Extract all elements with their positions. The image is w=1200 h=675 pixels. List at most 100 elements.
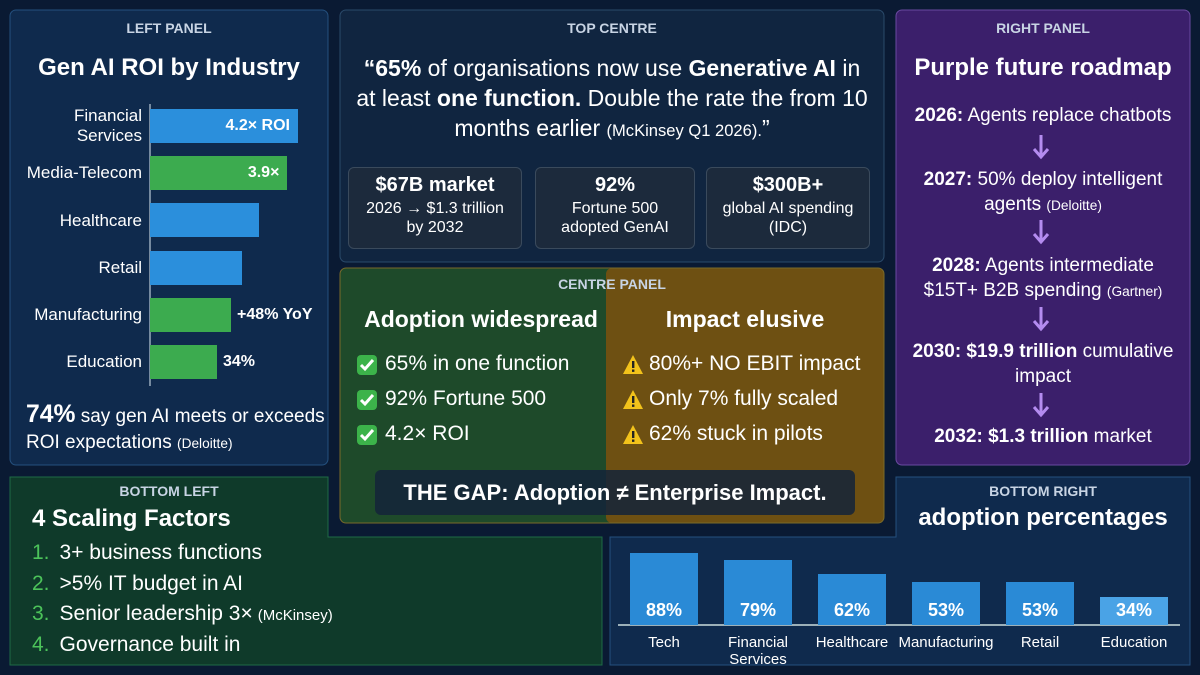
category-label: Healthcare: [59, 210, 142, 230]
scaling-title: 4 Scaling Factors: [32, 505, 231, 532]
column-heading: Impact elusive: [665, 306, 825, 332]
text-segment: 2027:: [923, 169, 973, 190]
bar: [150, 156, 288, 191]
panel-label: CENTRE PANEL: [558, 276, 666, 292]
text-segment: one function.: [436, 84, 582, 111]
category-label: Financial Services: [73, 106, 142, 145]
check-icon: [357, 390, 377, 410]
bar: [630, 553, 698, 625]
bar-label: 4.2× ROI: [225, 117, 290, 134]
value-label: 53%: [1021, 600, 1059, 620]
category-label: Media-Telecom: [26, 163, 142, 183]
text-segment: Generative AI: [688, 55, 836, 81]
text-segment: ”: [761, 114, 770, 141]
panel-label: BOTTOM RIGHT: [989, 483, 1097, 499]
centre-left-half: [340, 268, 612, 523]
value-label: 88%: [645, 600, 683, 620]
roadmap-step: 2032: $1.3 trillion market: [906, 425, 1180, 450]
column-item: 65% in one function: [385, 352, 570, 375]
text-segment: cumulative impact: [1015, 341, 1174, 387]
value-label: 53%: [927, 600, 965, 620]
bar-label: +48% YoY: [237, 305, 313, 323]
category-label: Retail: [98, 257, 142, 277]
bar: [1100, 597, 1168, 625]
category-label: Healthcare: [815, 634, 889, 651]
panel-label: BOTTOM LEFT: [119, 483, 219, 499]
text-segment: Agents intermediate $15T+ B2B spending: [923, 255, 1154, 301]
bar: [912, 581, 980, 625]
text-segment: in at least: [356, 55, 861, 111]
roadmap-title: Purple future roadmap: [914, 54, 1172, 81]
scaling-item: 3. Senior leadership 3× (McKinsey): [32, 602, 333, 626]
bar-label: 3.9×: [247, 164, 280, 182]
chart-title: adoption percentages: [918, 504, 1168, 531]
bar: [150, 203, 260, 238]
bar: [1006, 581, 1074, 625]
bar-label: 34%: [222, 353, 255, 370]
card-title: $67B market: [375, 174, 495, 196]
item-number: 4.: [32, 632, 50, 656]
text-segment: say gen AI meets or exceeds ROI expectat…: [26, 406, 325, 453]
category-label: Manufacturing: [34, 305, 142, 325]
card-text: 2026 → $1.3 trillion by 2032: [366, 200, 504, 237]
value-label: 79%: [739, 600, 777, 620]
category-label: Tech: [648, 634, 680, 651]
card-text: Fortune 500 adopted GenAI: [561, 200, 669, 237]
centre-panel: [339, 267, 885, 524]
panel-label: TOP CENTRE: [567, 20, 657, 36]
item-text: >5% IT budget in AI: [59, 571, 244, 595]
left-footer: 74% say gen AI meets or exceeds ROI expe…: [26, 400, 326, 455]
text-segment: (Gartner): [1106, 283, 1163, 299]
roadmap-step: 2030: $19.9 trillion cumulative impact: [906, 340, 1180, 389]
item-number: 1.: [32, 541, 50, 564]
warning-icon: [623, 355, 643, 374]
category-label: Education: [1100, 634, 1168, 651]
text-segment: (Deloitte): [177, 435, 233, 451]
column-item: Only 7% fully scaled: [649, 387, 839, 410]
bottom-left-panel: [9, 476, 603, 666]
column-item: 62% stuck in pilots: [649, 422, 823, 445]
text-segment: of organisations now use: [421, 55, 689, 81]
item-text: Governance built in: [59, 632, 241, 656]
quote: “65% of organisations now use Generative…: [352, 54, 872, 144]
bar: [150, 250, 242, 285]
text-segment: 2026:: [914, 105, 964, 126]
stat-card: 92% Fortune 500 adopted GenAI: [535, 167, 695, 249]
stat-card: $67B market 2026 → $1.3 trillion by 2032: [348, 167, 522, 249]
check-icon: [357, 355, 377, 375]
text-segment: (McKinsey Q1 2026).: [606, 120, 762, 140]
text-segment: “65%: [363, 55, 422, 81]
bar: [150, 297, 232, 332]
scaling-item: 4. Governance built in: [32, 633, 240, 657]
text-segment: Agents replace chatbots: [963, 105, 1172, 126]
panel-label: LEFT PANEL: [126, 20, 212, 36]
roadmap-step: 2026: Agents replace chatbots: [906, 104, 1180, 129]
value-label: 34%: [1115, 600, 1153, 620]
scaling-item: 2. >5% IT budget in AI: [32, 572, 243, 596]
item-number: 3.: [32, 602, 50, 625]
text-segment: market: [1088, 426, 1152, 447]
bar: [150, 109, 298, 143]
item-text: 3+ business functions: [59, 541, 263, 564]
column-item: 92% Fortune 500: [385, 387, 547, 410]
roadmap-arrows: [1032, 135, 1050, 418]
panel-label: RIGHT PANEL: [996, 20, 1090, 36]
card-text: global AI spending (IDC): [722, 200, 854, 237]
card-title: 92%: [594, 174, 636, 196]
bar: [724, 560, 792, 625]
chart-title: Gen AI ROI by Industry: [38, 54, 300, 81]
gap-text: THE GAP: Adoption ≠ Enterprise Impact.: [403, 480, 827, 505]
gap-box: [375, 470, 855, 515]
item-number: 2.: [32, 571, 50, 595]
category-label: Retail: [1020, 634, 1060, 651]
column-heading: Adoption widespread: [364, 306, 598, 332]
centre-right-half: [606, 268, 884, 523]
bar: [150, 345, 217, 379]
value-label: 62%: [833, 600, 871, 620]
text-segment: (Deloitte): [1046, 197, 1102, 213]
category-label: Manufacturing: [898, 634, 994, 651]
text-segment: 2028:: [932, 255, 981, 276]
warning-icon: [623, 425, 643, 444]
text-segment: Double the rate the from 10 months earli…: [454, 84, 868, 141]
